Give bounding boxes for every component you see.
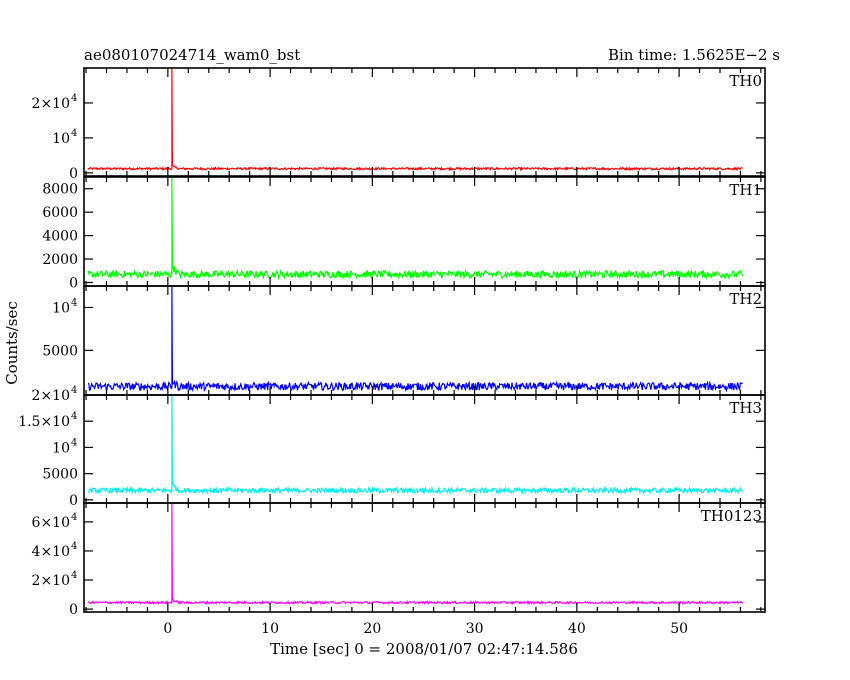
panel-label: TH2 xyxy=(729,290,762,308)
series-line-th3 xyxy=(87,394,744,495)
y-tick-exponent: 4 xyxy=(71,570,77,581)
y-tick-label: 2×10 xyxy=(32,96,70,112)
y-tick-label: 10 xyxy=(52,440,70,456)
panel-label: TH0123 xyxy=(701,507,762,525)
y-tick-label: 10 xyxy=(52,300,70,316)
y-tick-label: 6000 xyxy=(42,205,78,221)
y-tick-label: 4000 xyxy=(42,229,78,245)
y-tick-label: 4×10 xyxy=(32,544,70,560)
x-tick-label: 50 xyxy=(670,621,688,637)
panel-label: TH1 xyxy=(729,181,762,199)
y-tick-label: 10 xyxy=(52,131,70,147)
y-tick-exponent: 4 xyxy=(71,128,77,139)
panel-frame xyxy=(83,394,766,504)
panel-frame xyxy=(83,67,766,177)
chart-title: ae080107024714_wam0_bst xyxy=(84,46,300,64)
x-tick-label: 40 xyxy=(568,621,586,637)
series-line-th0123 xyxy=(87,502,744,606)
y-tick-label: 2000 xyxy=(42,252,78,268)
series-line-th0 xyxy=(87,67,743,172)
series-line-th1 xyxy=(87,176,744,280)
y-tick-label: 0 xyxy=(69,493,78,509)
y-tick-exponent: 4 xyxy=(71,512,77,523)
y-tick-label: 0 xyxy=(69,166,78,182)
y-tick-exponent: 4 xyxy=(71,297,77,308)
y-tick-label: 2×10 xyxy=(32,388,70,404)
y-tick-label: 1.5×10 xyxy=(18,414,70,430)
y-tick-label: 2×10 xyxy=(32,573,70,589)
panel-frame xyxy=(83,176,766,287)
y-tick-label: 6×10 xyxy=(32,515,70,531)
panel-label: TH3 xyxy=(729,399,762,417)
y-tick-label: 8000 xyxy=(42,182,78,198)
x-tick-label: 0 xyxy=(163,621,172,637)
y-tick-label: 0 xyxy=(69,602,78,618)
y-tick-label: 5000 xyxy=(42,343,78,359)
x-tick-label: 30 xyxy=(466,621,484,637)
y-tick-exponent: 4 xyxy=(71,437,77,448)
panel-frame xyxy=(83,502,766,613)
y-tick-exponent: 4 xyxy=(71,411,77,422)
bin-time-label: Bin time: 1.5625E−2 s xyxy=(608,46,780,64)
x-tick-label: 20 xyxy=(363,621,381,637)
series-line-th2 xyxy=(87,285,743,393)
x-axis-label: Time [sec] 0 = 2008/01/07 02:47:14.586 xyxy=(270,640,578,658)
panel-frame xyxy=(83,285,766,396)
y-tick-label: 5000 xyxy=(42,467,78,483)
x-tick-label: 10 xyxy=(261,621,279,637)
panel-th1: TH1 0 2000 4000 6000 8000 xyxy=(42,176,766,291)
y-tick-exponent: 4 xyxy=(71,93,77,104)
y-tick-label: 0 xyxy=(69,275,78,291)
y-tick-exponent: 4 xyxy=(71,541,77,552)
y-axis-label: Counts/sec xyxy=(3,301,21,385)
y-tick-exponent: 4 xyxy=(71,385,77,396)
panel-label: TH0 xyxy=(729,72,762,90)
